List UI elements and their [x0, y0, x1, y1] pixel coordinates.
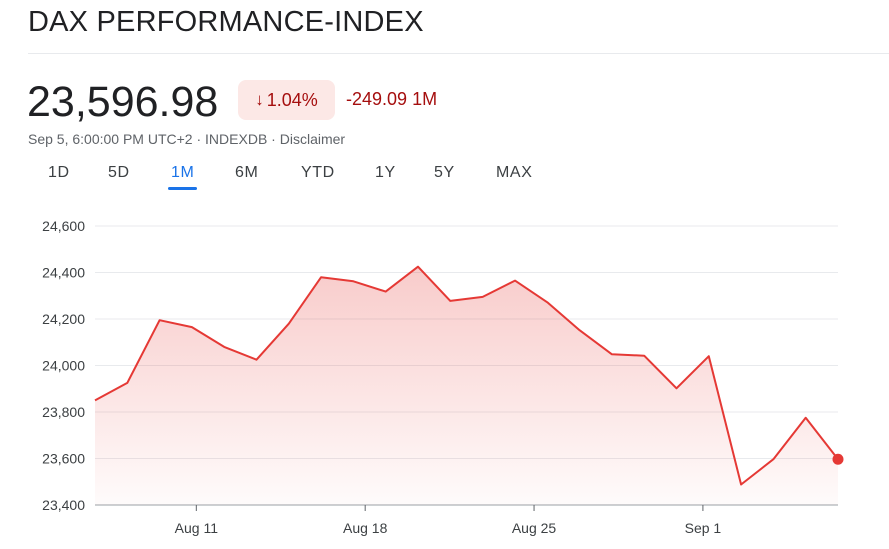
meta-separator: · — [271, 131, 276, 147]
tab-1m[interactable]: 1M — [167, 164, 198, 190]
absolute-change: -249.09 1M — [346, 89, 437, 110]
x-tick-label: Aug 18 — [343, 520, 388, 536]
change-period: 1M — [412, 89, 438, 109]
x-tick-label: Aug 11 — [175, 520, 219, 536]
tab-1d[interactable]: 1D — [48, 164, 70, 181]
range-tabs: 1D 5D 1M 6M YTD 1Y 5Y MAX — [0, 164, 600, 192]
tab-5d[interactable]: 5D — [108, 164, 130, 181]
x-tick-label: Sep 1 — [685, 520, 722, 536]
y-axis-labels: 23,400 23,600 23,800 24,000 24,200 24,400 24,6… — [42, 218, 85, 513]
price-line — [94, 265, 839, 486]
y-tick-label: 23,600 — [42, 451, 85, 467]
percent-change-badge: ↓ 1.04% — [238, 80, 335, 120]
y-tick-label: 23,400 — [42, 497, 85, 513]
y-tick-label: 24,600 — [42, 218, 85, 234]
quote-source: INDEXDB — [205, 131, 268, 147]
y-tick-label: 24,400 — [42, 265, 85, 281]
disclaimer-link[interactable]: Disclaimer — [279, 131, 346, 147]
page-title: DAX PERFORMANCE-INDEX — [28, 6, 424, 38]
meta-separator: · — [196, 131, 202, 147]
y-tick-label: 23,800 — [42, 404, 85, 420]
tab-5y[interactable]: 5Y — [434, 164, 455, 181]
quote-meta: Sep 5, 6:00:00 PM UTC+2 · INDEXDB · Disc… — [28, 131, 345, 147]
tab-ytd[interactable]: YTD — [301, 164, 335, 181]
y-tick-label: 24,200 — [42, 311, 85, 327]
percent-change-value: 1.04% — [266, 89, 318, 110]
tab-1y[interactable]: 1Y — [375, 164, 396, 181]
price-chart[interactable]: 23,400 23,600 23,800 24,000 24,200 24,400 24,6… — [0, 200, 889, 549]
absolute-change-value: -249.09 — [346, 89, 408, 109]
tab-6m[interactable]: 6M — [235, 164, 259, 181]
y-tick-label: 24,000 — [42, 358, 85, 374]
x-tick-label: Aug 25 — [512, 520, 557, 536]
quote-timestamp: Sep 5, 6:00:00 PM UTC+2 — [28, 131, 193, 147]
price-area-fill — [95, 266, 838, 505]
current-price: 23,596.98 — [27, 78, 219, 126]
header-divider — [28, 53, 889, 54]
x-axis-ticks: Aug 11 Aug 18 Aug 25 Sep 1 — [175, 505, 722, 536]
last-price-dot[interactable] — [832, 453, 844, 465]
tab-max[interactable]: MAX — [496, 164, 533, 181]
arrow-down-icon: ↓ — [255, 90, 264, 109]
